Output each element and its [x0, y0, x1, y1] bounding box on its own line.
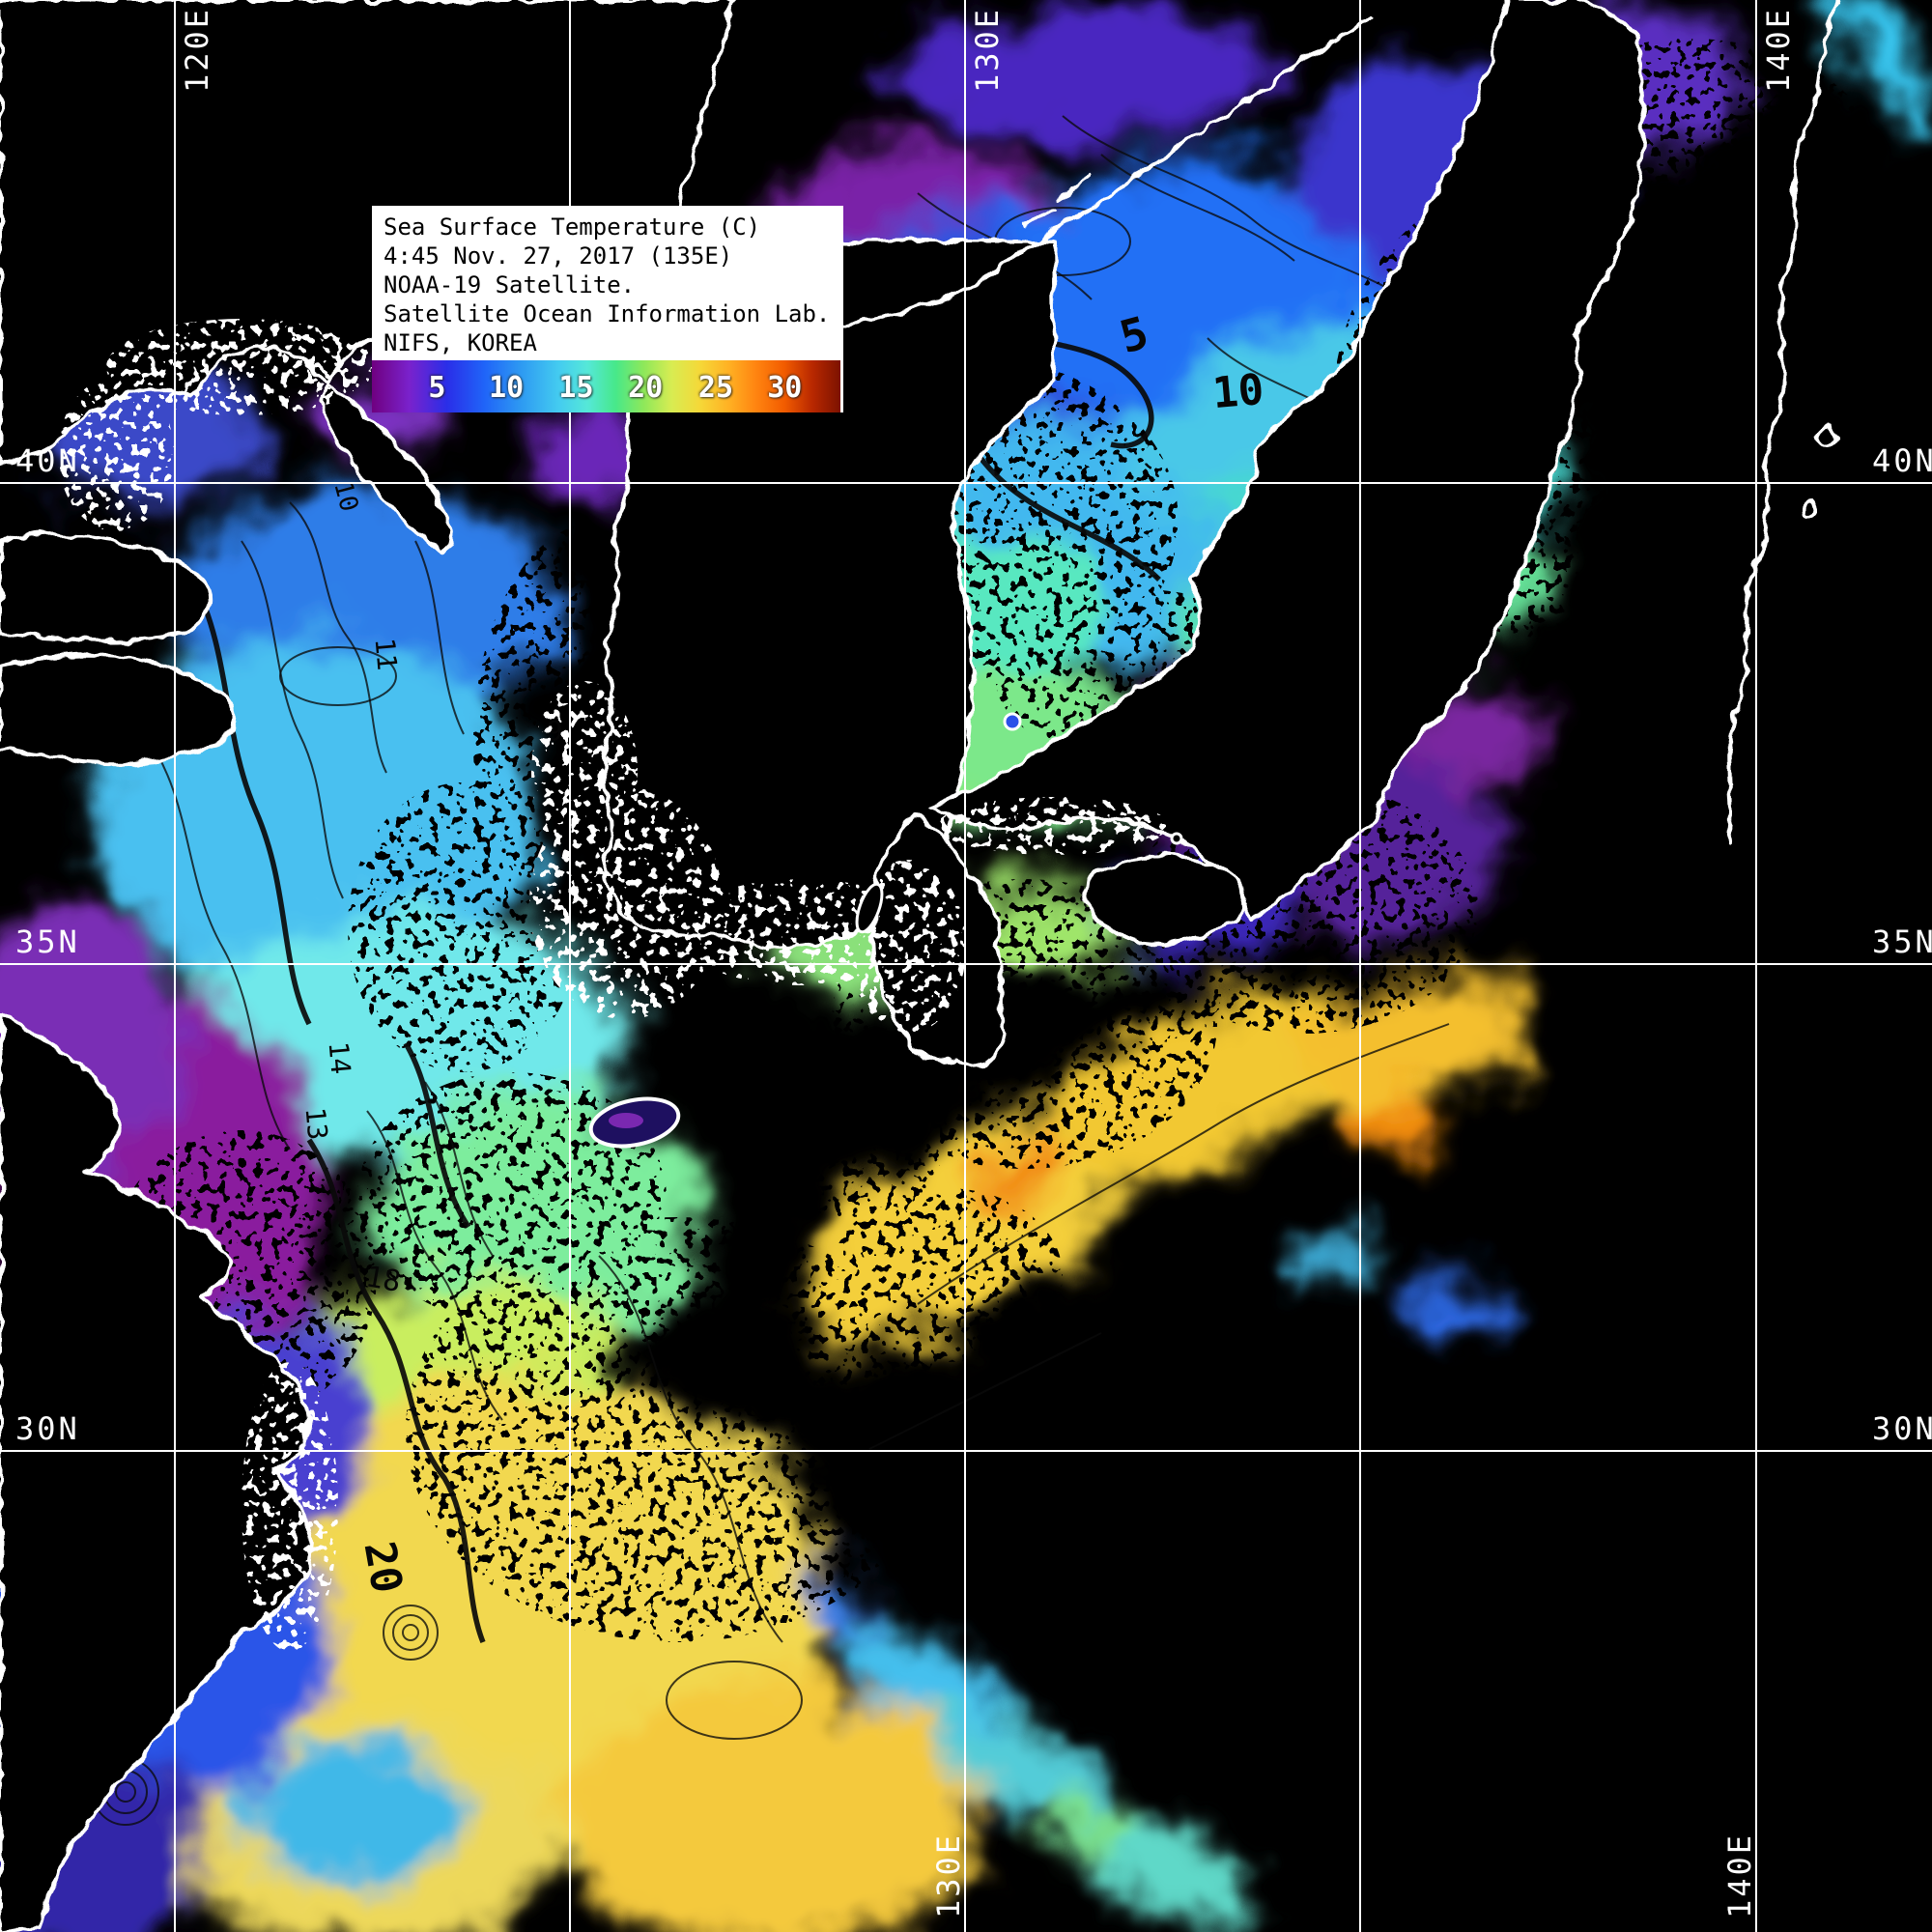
jeju-cloud [609, 1113, 643, 1128]
meridian-label-top: 140E [1760, 7, 1797, 93]
meridian-label-top: 130E [969, 7, 1006, 93]
legend-datetime: 4:45 Nov. 27, 2017 (135E) [384, 242, 733, 270]
tsushima-island [855, 882, 884, 934]
legend-org: NIFS, KOREA [384, 329, 537, 356]
parallel-label-left: 35N [15, 923, 80, 960]
contour-value-label: 10 [1210, 365, 1265, 418]
coastline-northeast-japan [1727, 0, 1839, 842]
colorbar-tick: 10 [489, 371, 525, 405]
colorbar-tick: 25 [697, 371, 734, 405]
ulleungdo-island [1003, 712, 1022, 731]
temperature-colorbar: 5 10 15 20 25 30 [372, 360, 843, 412]
legend-title: Sea Surface Temperature (C) [384, 213, 761, 241]
land-shikoku [1084, 854, 1247, 947]
contour-value-label: 18 [363, 1260, 404, 1299]
island-speckle [58, 319, 1169, 1652]
islands [588, 712, 1183, 1149]
land-honshu [930, 0, 1645, 922]
meridian-label-bottom: 140E [1721, 1833, 1758, 1918]
land-liaodong-peninsula [317, 383, 454, 553]
parallel-label-left: 30N [15, 1410, 80, 1447]
land-shandong-peninsula [0, 653, 237, 765]
parallel-label-left: 40N [15, 442, 80, 479]
colorbar-tick: 20 [628, 371, 664, 405]
legend-satellite: NOAA-19 Satellite. [384, 271, 636, 298]
legend-lab: Satellite Ocean Information Lab. [384, 300, 831, 327]
parallel-label-right: 40N [1872, 442, 1932, 479]
legend-box: Sea Surface Temperature (C) 4:45 Nov. 27… [372, 206, 843, 360]
contour-value-label: 14 [323, 1040, 357, 1075]
colorbar-tick: 30 [767, 371, 803, 405]
islet-near-right-edge [1817, 426, 1838, 447]
land-bohai-south-shore [0, 532, 213, 642]
contour-value-label: 20 [355, 1538, 412, 1597]
parallel-label-right: 35N [1872, 923, 1932, 960]
meridian-label-top: 120E [179, 7, 215, 93]
colorbar-tick: 5 [428, 371, 446, 405]
meridian-label-bottom: 130E [930, 1833, 967, 1918]
islet-near-right-edge [1802, 499, 1817, 515]
dokdo-island [1170, 832, 1183, 845]
contour-value-label: 11 [369, 637, 404, 671]
parallel-label-right: 30N [1872, 1410, 1932, 1447]
colorbar-tick: 15 [558, 371, 594, 405]
isotherm-contours [92, 115, 1450, 1826]
coastline-amur-bay-islands [1022, 175, 1094, 229]
contour-value-label: 13 [299, 1106, 334, 1141]
coastline-russia [718, 15, 1374, 377]
